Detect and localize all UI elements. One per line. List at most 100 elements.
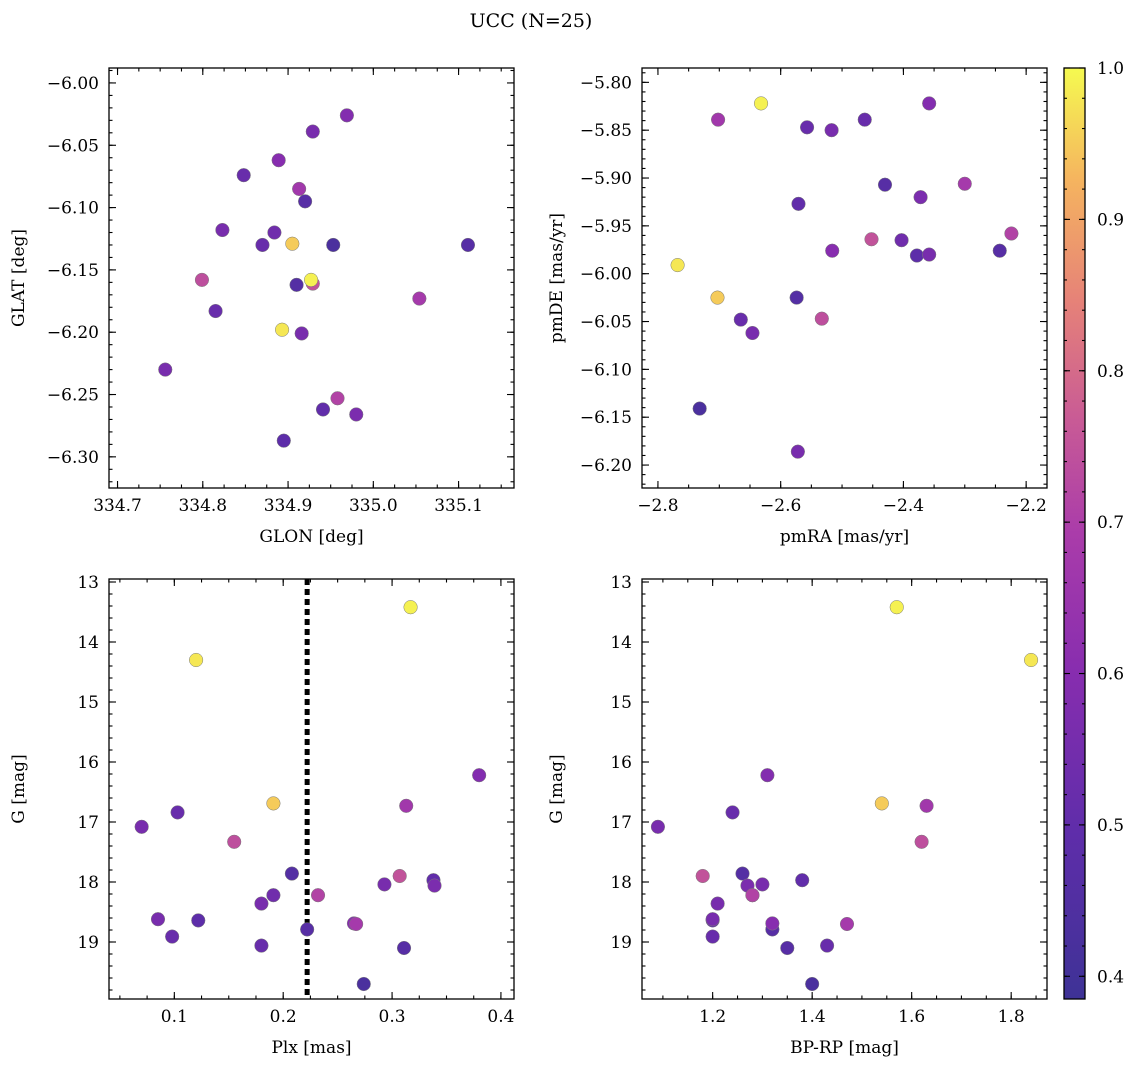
panel-pmra-pmde: −2.8 −2.6 −2.4 −2.2 −5.80 −5.85 −5.90 −5.95 −6.0…: [547, 67, 1048, 547]
y-tick-label: 18: [77, 873, 99, 893]
data-point: [294, 326, 309, 341]
data-point: [298, 194, 313, 209]
y-tick-label: 15: [610, 693, 632, 713]
data-point: [254, 896, 269, 911]
colorbar-tick-label: 0.8: [1097, 362, 1124, 382]
data-point: [304, 272, 319, 287]
y-tick-label: 17: [77, 813, 99, 833]
data-point: [267, 225, 282, 240]
y-tick-label: −6.25: [47, 386, 99, 406]
x-tick-label: 334.7: [93, 496, 142, 516]
data-point: [399, 798, 414, 813]
points: [650, 600, 1039, 992]
data-point: [165, 929, 180, 944]
points: [158, 108, 476, 448]
panel-plx-g: 0.1 0.2 0.3 0.4 13 14 15 16 17 18 19 Plx [mas] G [ma…: [9, 573, 515, 1058]
y-tick-label: −6.05: [47, 136, 99, 156]
data-point: [919, 798, 934, 813]
data-point: [150, 912, 166, 927]
data-point: [189, 652, 204, 668]
x-tick-label: −2.6: [760, 496, 801, 516]
x-tick-label: 335.1: [434, 496, 483, 516]
x-axis-label: Plx [mas]: [271, 1038, 351, 1058]
data-point: [874, 796, 889, 811]
data-point: [710, 290, 725, 305]
y-tick-label: 18: [610, 873, 632, 893]
x-tick-label: −2.2: [1005, 496, 1046, 516]
y-tick-label: 13: [77, 573, 99, 593]
colorbar-tick-label: 1.0: [1097, 59, 1124, 79]
data-point: [650, 819, 665, 834]
data-point: [292, 181, 307, 196]
data-point: [765, 916, 780, 931]
data-point: [356, 976, 371, 992]
y-tick-label: −6.10: [580, 360, 632, 380]
data-point: [710, 896, 725, 911]
data-point: [330, 391, 345, 406]
data-point: [824, 123, 839, 138]
x-tick-label: 0.4: [487, 1007, 514, 1027]
data-point: [315, 402, 331, 417]
y-tick-label: −6.15: [47, 261, 99, 281]
x-tick-label: 334.9: [264, 496, 313, 516]
data-point: [825, 243, 840, 258]
data-point: [194, 272, 209, 287]
data-point: [670, 258, 685, 273]
data-point: [158, 362, 173, 377]
y-tick-label: −6.30: [47, 448, 99, 468]
axes-frame: [108, 578, 515, 1000]
y-axis-label: G [mag]: [547, 754, 567, 823]
colorbar-tick-label: 0.5: [1097, 816, 1124, 836]
data-point: [725, 805, 740, 820]
y-tick-label: −5.90: [580, 169, 632, 189]
data-point: [472, 768, 487, 783]
y-tick-label: 14: [77, 633, 99, 653]
data-point: [913, 190, 928, 205]
data-point: [1004, 226, 1019, 241]
data-point: [170, 805, 185, 820]
data-point: [284, 866, 299, 881]
points: [670, 96, 1019, 459]
y-tick-label: 16: [77, 753, 99, 773]
data-point: [300, 922, 315, 937]
data-point: [922, 247, 937, 262]
y-tick-label: −5.80: [580, 73, 632, 93]
data-point: [326, 237, 341, 253]
data-point: [255, 237, 270, 253]
data-point: [705, 912, 720, 927]
data-point: [692, 401, 707, 416]
data-point: [305, 124, 320, 139]
data-point: [889, 600, 904, 615]
colorbar: 0.4 0.5 0.6 0.7 0.8 0.9 1.0: [1063, 59, 1124, 1000]
y-tick-label: 19: [77, 933, 99, 953]
y-tick-label: −6.05: [580, 313, 632, 333]
data-point: [711, 112, 726, 127]
data-point: [780, 940, 795, 956]
data-point: [392, 868, 407, 884]
data-point: [285, 236, 300, 251]
data-point: [864, 232, 879, 247]
data-point: [289, 277, 304, 292]
y-tick-label: −6.15: [580, 408, 632, 428]
x-tick-label: 1.2: [699, 1007, 726, 1027]
data-point: [134, 819, 149, 834]
data-point: [894, 233, 909, 248]
data-point: [349, 407, 364, 422]
y-tick-label: 19: [610, 933, 632, 953]
data-point: [695, 868, 710, 884]
data-point: [227, 834, 242, 849]
figure-title: UCC (N=25): [470, 10, 593, 32]
y-tick-label: −5.95: [580, 217, 632, 237]
y-axis-label: pmDE [mas/yr]: [547, 213, 567, 343]
data-point: [427, 878, 442, 893]
panel-glon-glat: 334.7 334.8 334.9 335.0 335.1 −6.00 −6.05 −6.10…: [9, 67, 515, 547]
points: [134, 600, 487, 992]
y-tick-label: 15: [77, 693, 99, 713]
data-point: [460, 237, 476, 253]
colorbar-gradient: [1064, 68, 1085, 999]
y-axis-label: GLAT [deg]: [9, 229, 29, 327]
data-point: [789, 290, 804, 305]
panel-bprp-g: 1.2 1.4 1.6 1.8 13 14 15 16 17 18 19 BP-RP [mag] G […: [547, 573, 1048, 1058]
